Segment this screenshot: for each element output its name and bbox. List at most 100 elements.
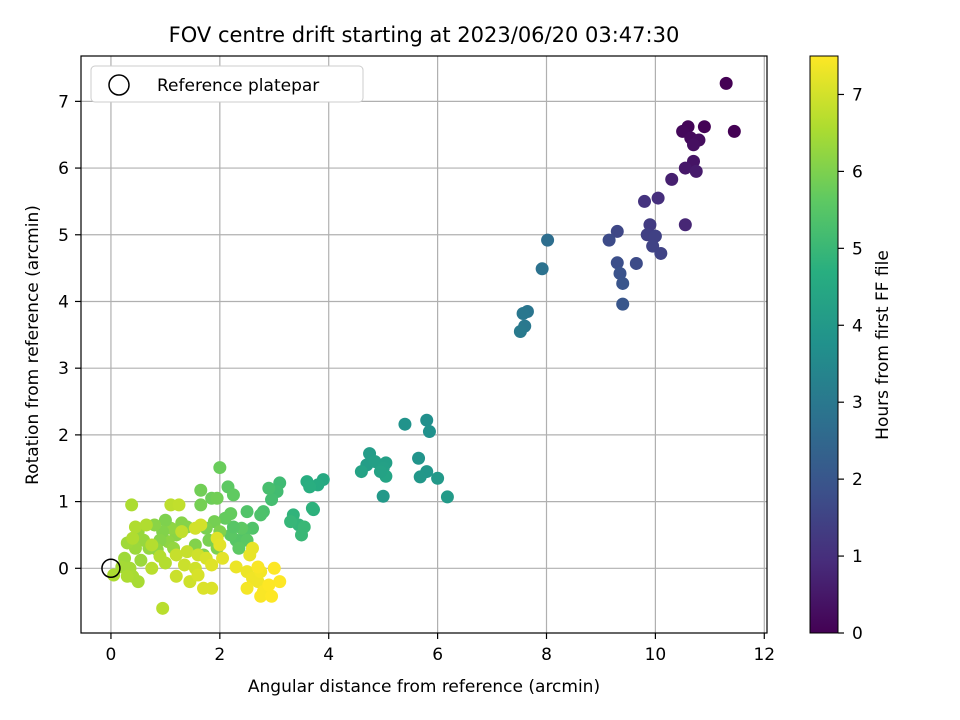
data-point (213, 461, 227, 475)
data-point (205, 558, 219, 572)
data-point (125, 498, 139, 512)
legend-box (90, 65, 364, 103)
data-point (205, 581, 219, 595)
data-point (420, 413, 434, 427)
data-point (616, 276, 630, 290)
data-points (107, 76, 741, 615)
colorbar-gradient (809, 55, 839, 634)
data-point (156, 601, 170, 615)
colorbar-tick-label: 1 (852, 547, 863, 567)
data-point (262, 578, 276, 592)
data-point (651, 191, 665, 205)
data-point (229, 560, 243, 574)
data-point (175, 525, 189, 539)
data-point (226, 488, 240, 502)
data-point (284, 515, 298, 529)
y-tick-label: 7 (58, 92, 69, 112)
data-point (169, 548, 183, 562)
legend-entry-reference: Reference platepar (157, 76, 319, 96)
data-point (213, 538, 227, 552)
colorbar-tick-label: 0 (852, 624, 863, 644)
x-axis-label: Angular distance from reference (arcmin) (248, 677, 600, 697)
data-point (240, 581, 254, 595)
colorbar-tick-label: 7 (852, 85, 863, 105)
data-point (678, 161, 692, 175)
colorbar-tick-label: 3 (852, 393, 863, 413)
data-point (254, 589, 268, 603)
data-point (616, 297, 630, 311)
data-point (303, 480, 317, 494)
data-point (516, 306, 530, 320)
data-point (412, 451, 426, 465)
data-point (273, 575, 287, 589)
colorbar-ticks: 0 1 2 3 4 5 6 7 (838, 85, 863, 644)
y-tick-label: 5 (58, 226, 69, 246)
data-point (265, 589, 279, 603)
data-point (145, 538, 159, 552)
reference-point-marker (101, 558, 121, 579)
data-point (131, 575, 145, 589)
y-tick-label: 4 (58, 292, 69, 312)
data-point (169, 569, 183, 583)
data-point (172, 498, 186, 512)
data-point (128, 520, 142, 534)
data-point (243, 548, 257, 562)
data-point (191, 568, 205, 582)
colorbar-tick-label: 2 (852, 470, 863, 490)
data-point (134, 553, 148, 567)
data-point (216, 551, 230, 565)
data-point (354, 465, 368, 479)
y-tick-label: 1 (58, 493, 69, 513)
data-point (719, 76, 733, 90)
data-point (638, 194, 651, 208)
data-point (629, 256, 643, 270)
data-point (120, 569, 134, 583)
x-tick-label: 4 (323, 645, 334, 665)
x-tick-label: 6 (432, 645, 443, 665)
data-point (398, 417, 412, 431)
data-point (373, 465, 387, 479)
data-point (240, 505, 254, 519)
data-point (194, 498, 208, 512)
data-point (254, 508, 268, 522)
y-tick-label: 0 (58, 559, 69, 579)
data-point (665, 172, 679, 186)
x-tick-label: 0 (106, 645, 117, 665)
colorbar-label: Hours from first FF file (873, 250, 893, 440)
data-point (440, 490, 454, 504)
data-point (251, 560, 265, 574)
plot-frame (80, 55, 768, 634)
data-point (158, 556, 172, 570)
data-point (376, 489, 390, 503)
data-point (541, 233, 555, 247)
data-point (422, 425, 436, 439)
data-point (648, 229, 662, 243)
data-point (107, 568, 121, 582)
y-axis-label: Rotation from reference (arcmin) (23, 205, 43, 485)
data-point (654, 246, 668, 260)
data-point (267, 561, 281, 575)
data-point (218, 511, 232, 525)
data-point (210, 491, 224, 505)
data-point (535, 262, 549, 276)
data-point (678, 218, 692, 232)
y-tick-label: 6 (58, 159, 69, 179)
data-point (610, 224, 624, 238)
data-point (139, 518, 153, 532)
data-point (610, 256, 624, 270)
y-tick-label: 3 (58, 359, 69, 379)
data-point (431, 471, 445, 485)
x-tick-label: 10 (645, 645, 667, 665)
colorbar-tick-label: 5 (852, 239, 863, 259)
legend: Reference platepar (90, 65, 364, 103)
data-point (602, 233, 616, 247)
data-point (697, 120, 711, 134)
data-point (226, 520, 240, 534)
legend-marker-icon (108, 74, 130, 96)
x-axis-ticks: 0 2 4 6 8 10 12 (106, 633, 775, 665)
data-point (687, 138, 700, 152)
colorbar: 0 1 2 3 4 5 6 7 Hours from first FF file (809, 55, 893, 644)
data-point (613, 266, 627, 280)
data-point (727, 124, 741, 138)
